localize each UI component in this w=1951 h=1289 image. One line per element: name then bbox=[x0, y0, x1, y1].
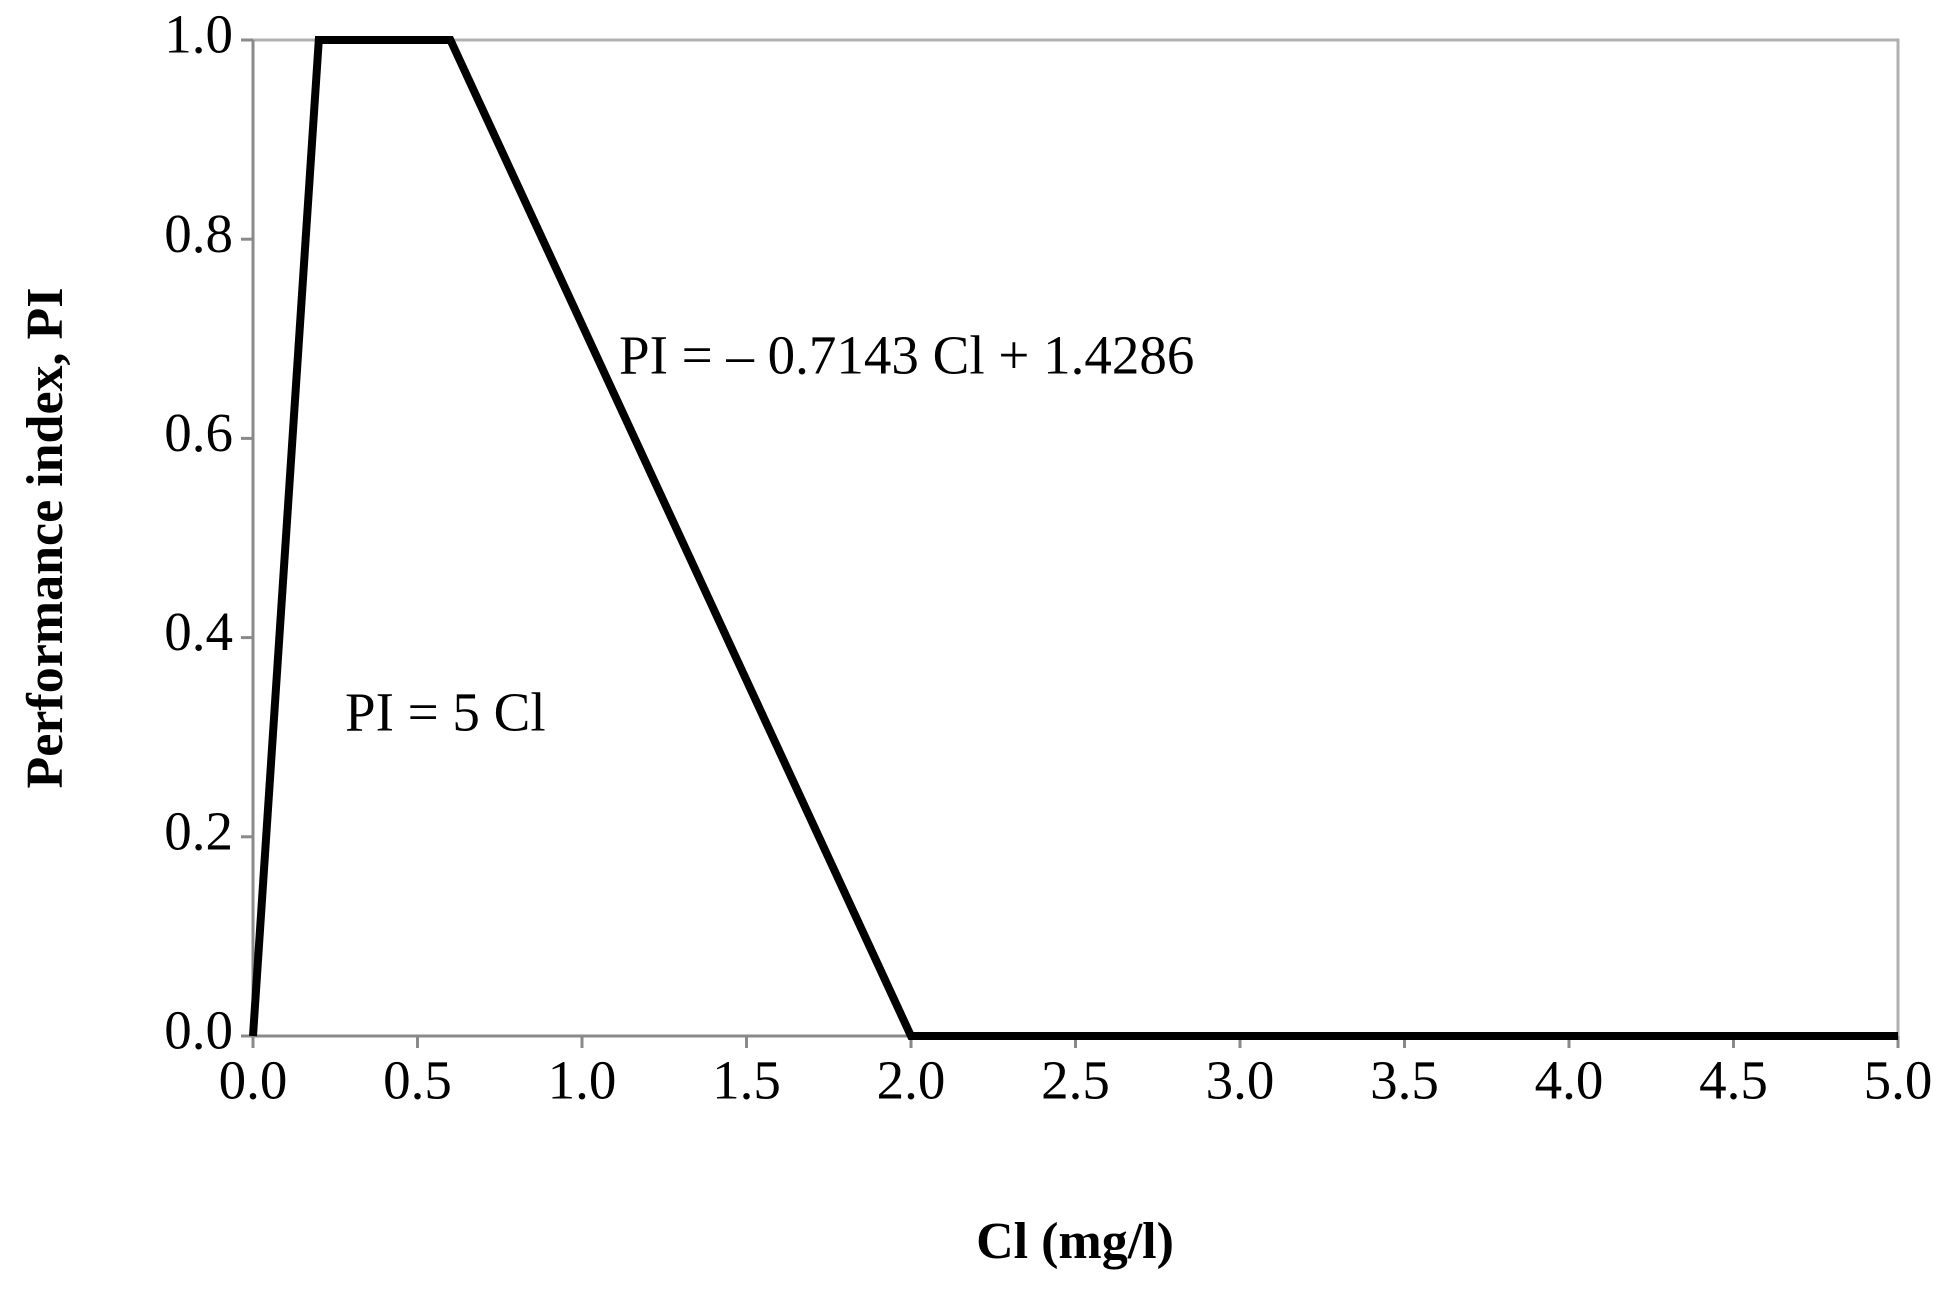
x-tick-label: 2.5 bbox=[1041, 1050, 1110, 1111]
x-tick-label: 0.0 bbox=[219, 1050, 288, 1111]
x-tick-label: 4.5 bbox=[1699, 1050, 1768, 1111]
data-line bbox=[249, 36, 1898, 1040]
y-tick-label: 0.0 bbox=[164, 1000, 233, 1061]
y-axis-label: Performance index, PI bbox=[17, 287, 74, 788]
x-tick-label: 5.0 bbox=[1864, 1050, 1933, 1111]
x-tick-label: 2.0 bbox=[877, 1050, 946, 1111]
y-tick-label: 0.6 bbox=[164, 402, 233, 463]
y-tick-label: 0.8 bbox=[164, 203, 233, 264]
x-tick-label: 4.0 bbox=[1535, 1050, 1604, 1111]
y-tick-label: 1.0 bbox=[164, 4, 233, 65]
y-tick-label: 0.4 bbox=[164, 601, 233, 662]
x-tick-label: 0.5 bbox=[383, 1050, 452, 1111]
x-tick-label: 1.0 bbox=[548, 1050, 617, 1111]
annotation: PI = 5 Cl bbox=[345, 682, 546, 743]
x-tick-label: 1.5 bbox=[712, 1050, 781, 1111]
x-axis-label: Cl (mg/l) bbox=[976, 1213, 1174, 1270]
x-tick-label: 3.5 bbox=[1370, 1050, 1439, 1111]
x-tick-label: 3.0 bbox=[1206, 1050, 1275, 1111]
annotation: PI = – 0.7143 Cl + 1.4286 bbox=[619, 325, 1194, 386]
y-tick-label: 0.2 bbox=[164, 800, 233, 861]
